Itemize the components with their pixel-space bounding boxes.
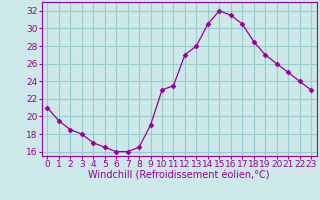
X-axis label: Windchill (Refroidissement éolien,°C): Windchill (Refroidissement éolien,°C) <box>88 171 270 181</box>
